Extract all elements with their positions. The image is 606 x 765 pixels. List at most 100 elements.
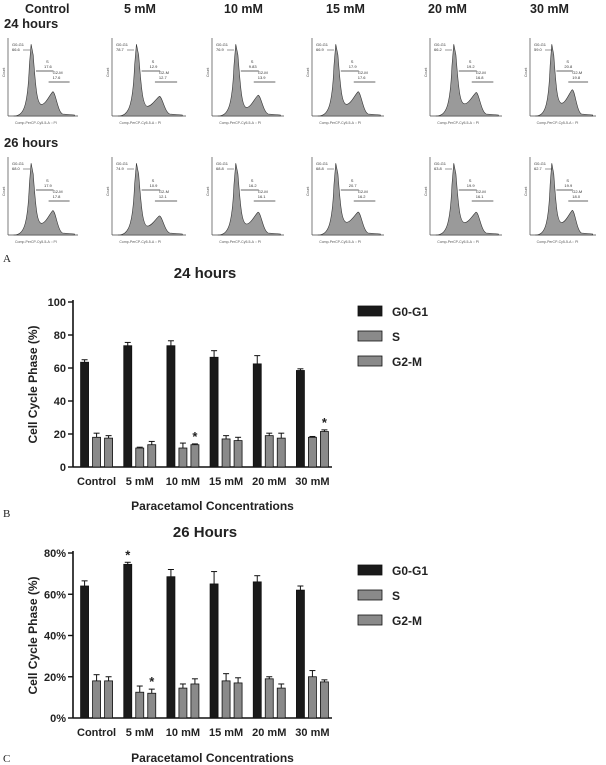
gate-name-g0g1: G0-G1 <box>216 161 229 166</box>
histogram-x-label: Comp-PerCP-Cy5-5-A :: PI <box>319 121 361 125</box>
y-tick-label: 60% <box>44 589 66 601</box>
y-tick-label: 0% <box>50 713 66 725</box>
histogram-y-label: Count <box>306 187 310 196</box>
bar-g0-g1 <box>252 363 262 468</box>
gate-name-s: S <box>46 59 49 64</box>
panel-letter-b: B <box>3 508 10 520</box>
histogram-curve <box>217 163 281 236</box>
legend-swatch-g0-g1 <box>357 305 383 317</box>
gate-value-s: 19.9 <box>467 183 476 188</box>
legend-label-g2-m: G2-M <box>392 614 422 628</box>
panel-letter-a: A <box>3 253 11 265</box>
gate-value-g0g1: 68.8 <box>316 166 325 171</box>
y-tick-label: 60 <box>54 363 66 375</box>
gate-value-g2m: 13.9 <box>258 75 267 80</box>
significance-mark: * <box>192 429 198 444</box>
significance-mark: * <box>125 547 131 562</box>
gate-name-g0g1: G0-G1 <box>316 161 329 166</box>
bar-g2-m <box>276 687 286 719</box>
gate-name-g2m: G2-M <box>476 189 486 194</box>
gate-value-s: 17.6 <box>44 64 53 69</box>
gate-name-g0g1: G0-G1 <box>316 42 329 47</box>
bar-s <box>308 436 317 468</box>
gate-value-g2m: 16.2 <box>358 194 367 199</box>
gate-name-g0g1: G0-G1 <box>534 42 547 47</box>
gate-value-g2m: 12.7 <box>159 75 168 80</box>
y-tick-label: 80 <box>54 330 66 342</box>
column-header-2: 10 mM <box>224 2 263 16</box>
bar-g2-m <box>320 681 329 719</box>
bar-g0-g1 <box>123 345 133 468</box>
gate-value-s: 17.9 <box>349 64 358 69</box>
y-tick-label: 40 <box>54 396 66 408</box>
gate-name-g2m: G2-M <box>53 189 63 194</box>
x-tick-label: 20 mM <box>252 727 286 739</box>
gate-name-g2m: G2-M <box>258 70 268 75</box>
histogram-curve <box>117 44 183 117</box>
y-tick-label: 80% <box>44 548 66 560</box>
gate-name-g2m: G2-M <box>476 70 486 75</box>
gate-value-g0g1: 66.2 <box>434 47 443 52</box>
chart-24-hours: 24 hours 0 20 40 60 80 100 Cell Cycle Phase (%)… <box>26 265 428 513</box>
gate-value-g2m: 18.0 <box>572 194 581 199</box>
bar-g0-g1 <box>296 370 305 468</box>
x-tick-label: 20 mM <box>252 476 286 488</box>
gate-value-s: 12.9 <box>150 64 159 69</box>
bar-s <box>135 691 145 719</box>
histogram-curve <box>13 44 75 117</box>
bar-g0-g1 <box>252 581 262 719</box>
gate-value-g2m: 12.1 <box>159 194 168 199</box>
bar-s <box>221 438 231 468</box>
bar-g2-m <box>233 682 243 719</box>
column-header-1: 5 mM <box>124 2 156 16</box>
gate-value-g2m: 17.8 <box>53 194 62 199</box>
legend-label-g0-g1: G0-G1 <box>392 564 428 578</box>
row-label-0: 24 hours <box>4 16 58 31</box>
gate-name-g2m: G2-M <box>572 189 582 194</box>
gate-name-g0g1: G0-G1 <box>434 161 447 166</box>
gate-name-g0g1: G0-G1 <box>216 42 229 47</box>
histogram-x-label: Comp-PerCP-Cy5-5-A :: PI <box>537 240 579 244</box>
histogram-y-label: Count <box>424 187 428 196</box>
chart-26-hours: 26 Hours 0% 20% 40% 60% 80% Cell Cycle Phase (… <box>26 524 428 765</box>
gate-name-s: S <box>469 59 472 64</box>
bar-g2-m <box>233 440 243 468</box>
gate-value-s: 20.8 <box>564 64 573 69</box>
gate-name-g0g1: G0-G1 <box>12 161 25 166</box>
bar-s <box>92 436 101 468</box>
gate-name-g2m: G2-M <box>358 70 368 75</box>
gate-name-s: S <box>251 59 254 64</box>
gate-name-s: S <box>351 59 354 64</box>
legend-swatch-s <box>357 589 383 601</box>
column-header-5: 30 mM <box>530 2 569 16</box>
gate-value-g0g1: 78.7 <box>116 47 125 52</box>
bar-g2-m <box>320 431 329 468</box>
x-tick-label: 15 mM <box>209 476 243 488</box>
gate-value-g0g1: 66.6 <box>12 47 21 52</box>
histogram-y-label: Count <box>524 68 528 77</box>
significance-mark: * <box>322 415 328 430</box>
x-tick-label: 30 mM <box>295 476 329 488</box>
histogram-y-label: Count <box>2 187 6 196</box>
histogram-y-label: Count <box>2 68 6 77</box>
gate-name-s: S <box>152 59 155 64</box>
legend-label-s: S <box>392 330 400 344</box>
gate-name-s: S <box>152 178 155 183</box>
x-tick-label: 10 mM <box>166 476 200 488</box>
column-header-0: Control <box>25 2 69 16</box>
gate-value-g0g1: 68.8 <box>216 166 225 171</box>
x-axis-label: Paracetamol Concentrations <box>131 499 294 513</box>
legend-label-s: S <box>392 589 400 603</box>
bar-g2-m <box>190 683 200 719</box>
y-tick-label: 20 <box>54 429 66 441</box>
y-tick-label: 0 <box>60 462 66 474</box>
histogram-y-label: Count <box>424 68 428 77</box>
histogram-x-label: Comp-PerCP-Cy5-5-A :: PI <box>15 121 57 125</box>
bar-g0-g1 <box>80 361 89 468</box>
